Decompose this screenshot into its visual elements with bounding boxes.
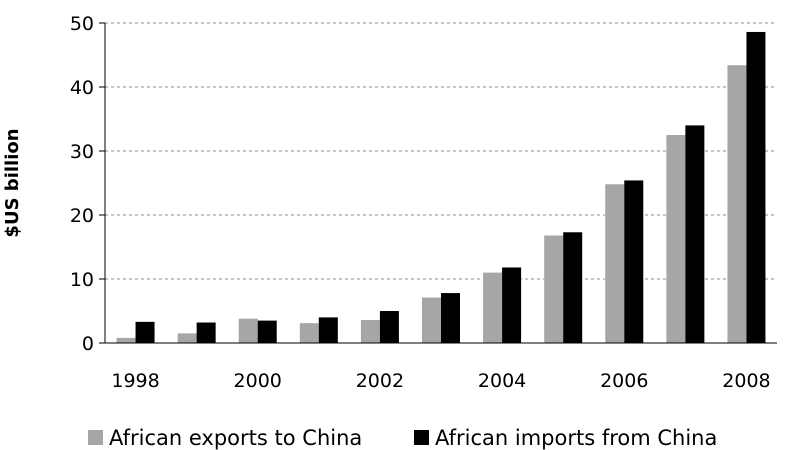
bar-exports-2001 (299, 323, 319, 343)
bar-imports-1998 (135, 321, 155, 343)
legend-item: African imports from China (414, 426, 717, 450)
x-tick-label: 2006 (600, 370, 648, 392)
y-tick-label: 50 (70, 13, 94, 35)
x-tick-label: 1998 (111, 370, 159, 392)
y-tick-label: 30 (70, 141, 94, 163)
legend-label: African exports to China (109, 426, 362, 450)
bar-exports-2007 (666, 135, 686, 343)
bar-imports-2003 (441, 293, 460, 343)
axes (99, 22, 777, 344)
y-tick-label: 40 (70, 77, 94, 99)
bar-imports-2007 (685, 125, 705, 344)
bar-exports-2004 (483, 272, 503, 343)
gridlines (105, 22, 777, 280)
legend-item: African exports to China (88, 426, 362, 450)
y-tick-label: 0 (82, 333, 94, 355)
y-tick-label: 20 (70, 205, 94, 227)
x-tick-label: 2002 (356, 370, 404, 392)
bar-imports-2004 (502, 267, 522, 343)
bar-imports-2001 (318, 317, 338, 343)
bar-exports-2000 (238, 318, 258, 343)
x-tick-label: 2008 (722, 370, 770, 392)
bar-exports-2003 (422, 297, 441, 343)
legend-label: African imports from China (435, 426, 717, 450)
bar-exports-2008 (727, 65, 747, 344)
x-tick-label: 2004 (478, 370, 526, 392)
bar-imports-2005 (563, 232, 583, 343)
bar-exports-2005 (544, 235, 564, 343)
bars (116, 31, 766, 344)
y-tick-labels: 0 10 20 30 40 50 (70, 13, 94, 355)
legend: African exports to China African imports … (88, 426, 717, 450)
bar-imports-1999 (196, 322, 216, 343)
legend-swatch (414, 430, 429, 445)
x-tick-labels: 1998 2000 2002 2004 2006 2008 (111, 370, 770, 392)
bar-imports-2008 (746, 31, 766, 344)
bar-imports-2000 (257, 320, 277, 343)
x-tick-label: 2000 (234, 370, 282, 392)
bar-imports-2002 (379, 311, 399, 343)
bar-imports-2006 (624, 180, 644, 343)
bar-exports-1999 (177, 333, 197, 343)
bar-exports-2006 (605, 184, 625, 343)
bar-exports-1998 (116, 337, 136, 343)
bar-exports-2002 (360, 319, 380, 343)
y-tick-label: 10 (70, 269, 94, 291)
legend-swatch (88, 430, 103, 445)
y-axis-label: $US billion (2, 128, 23, 237)
